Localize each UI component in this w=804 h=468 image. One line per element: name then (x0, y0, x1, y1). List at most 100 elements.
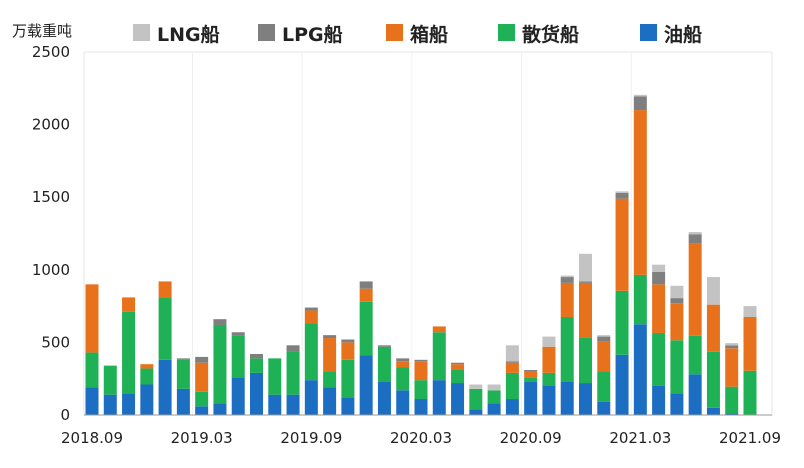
bar-segment-散货船 (377, 346, 391, 382)
bar-segment-油船 (304, 380, 318, 415)
bar-segment-箱船 (414, 361, 428, 381)
bar-segment-LNG船 (743, 306, 757, 317)
bar-segment-散货船 (487, 390, 501, 404)
bar-segment-油船 (579, 383, 592, 415)
bar-stack-2019.07 (268, 358, 282, 415)
x-tick-label: 2018.09 (61, 429, 123, 447)
bar-segment-箱船 (579, 282, 592, 338)
bar-segment-LPG船 (524, 369, 538, 372)
bar-segment-LPG船 (231, 332, 245, 336)
y-tick-label: 500 (41, 333, 70, 351)
bar-segment-油船 (633, 324, 647, 415)
bar-segment-油船 (341, 397, 355, 415)
bar-segment-LNG船 (542, 336, 556, 347)
bar-segment-油船 (103, 394, 117, 415)
bar-segment-油船 (432, 380, 446, 415)
bar-stack-2021.03 (633, 94, 647, 415)
legend-swatch (386, 24, 403, 41)
bar-segment-LPG船 (451, 362, 465, 365)
bar-segment-油船 (451, 383, 465, 415)
bar-segment-油船 (176, 388, 190, 415)
legend-label: 箱船 (410, 23, 448, 46)
bar-segment-油船 (469, 409, 483, 415)
bar-stack-2019.05 (231, 332, 245, 415)
bar-segment-散货船 (451, 369, 465, 384)
bar-segment-散货船 (524, 377, 538, 382)
bar-segment-散货船 (396, 367, 410, 391)
bar-segment-散货船 (652, 332, 666, 386)
bar-segment-LNG船 (505, 345, 519, 362)
bar-segment-油船 (524, 381, 538, 415)
bar-segment-散货船 (85, 352, 99, 388)
bar-segment-LPG船 (633, 96, 647, 111)
y-tick-label: 2000 (32, 116, 70, 134)
bar-segment-油船 (560, 381, 574, 415)
bar-stack-2019.02 (176, 358, 190, 415)
bar-stack-2021.02 (615, 191, 629, 415)
bar-segment-散货船 (158, 297, 172, 360)
legend-label: 油船 (664, 23, 702, 46)
bar-segment-散货船 (633, 274, 647, 325)
bar-segment-LPG船 (579, 281, 592, 283)
bar-segment-LPG船 (304, 307, 318, 311)
bar-stack-2019.04 (213, 319, 227, 415)
bar-segment-箱船 (451, 364, 465, 370)
bar-segment-箱船 (396, 361, 410, 368)
bar-segment-散货船 (359, 301, 373, 356)
bar-segment-LPG船 (505, 361, 519, 363)
bar-segment-LPG船 (414, 359, 428, 362)
bar-segment-箱船 (158, 281, 172, 298)
bar-segment-箱船 (524, 371, 538, 378)
y-tick-label: 1000 (32, 261, 70, 279)
bar-segment-油船 (250, 372, 263, 415)
bar-stack-2020.06 (469, 384, 483, 415)
bar-segment-LPG船 (652, 271, 666, 285)
bar-segment-LPG船 (377, 345, 391, 347)
bar-segment-散货船 (743, 370, 757, 415)
bar-segment-箱船 (140, 364, 154, 369)
legend-swatch (258, 24, 275, 41)
bar-segment-箱船 (359, 288, 373, 302)
bar-segment-油船 (122, 393, 136, 415)
bar-segment-油船 (377, 381, 391, 415)
bar-segment-散货船 (579, 337, 592, 384)
bar-segment-LNG船 (615, 191, 629, 193)
bar-stack-2019.01 (158, 281, 172, 415)
bar-segment-油船 (195, 406, 209, 415)
bar-stack-2020.09 (524, 369, 538, 415)
bar-segment-油船 (615, 354, 629, 415)
bar-segment-箱船 (323, 338, 337, 372)
bar-segment-LPG船 (213, 319, 227, 325)
legend-label: LNG船 (157, 23, 220, 46)
bar-segment-油船 (487, 403, 501, 415)
x-tick-label: 2020.03 (390, 429, 452, 447)
bar-segment-油船 (158, 359, 172, 415)
bar-segment-箱船 (688, 243, 702, 336)
bar-segment-油船 (231, 377, 245, 415)
bar-segment-油船 (725, 413, 739, 415)
bar-stack-2021.07 (706, 277, 720, 415)
bar-stack-2020.08 (505, 345, 519, 415)
bar-segment-箱船 (542, 346, 556, 373)
bar-stack-2021.01 (597, 335, 611, 415)
bar-segment-散货船 (505, 372, 519, 400)
bar-segment-LPG船 (195, 356, 209, 363)
bar-segment-油船 (688, 374, 702, 415)
bar-segment-油船 (414, 399, 428, 415)
bar-segment-LPG船 (250, 354, 263, 359)
bar-segment-散货船 (414, 380, 428, 400)
bar-segment-油船 (359, 355, 373, 415)
bar-segment-箱船 (304, 310, 318, 324)
bar-segment-LNG船 (487, 384, 501, 391)
bar-segment-散货船 (597, 371, 611, 402)
bar-segment-油船 (286, 394, 300, 415)
bar-segment-油船 (505, 399, 519, 415)
bar-stack-2020.07 (487, 384, 501, 415)
bar-segment-散货船 (268, 358, 282, 395)
bar-segment-散货船 (615, 290, 629, 355)
bar-segment-LPG船 (341, 339, 355, 343)
x-tick-label: 2021.03 (609, 429, 671, 447)
y-unit-label: 万载重吨 (12, 22, 72, 40)
bar-stack-2021.05 (670, 285, 684, 415)
